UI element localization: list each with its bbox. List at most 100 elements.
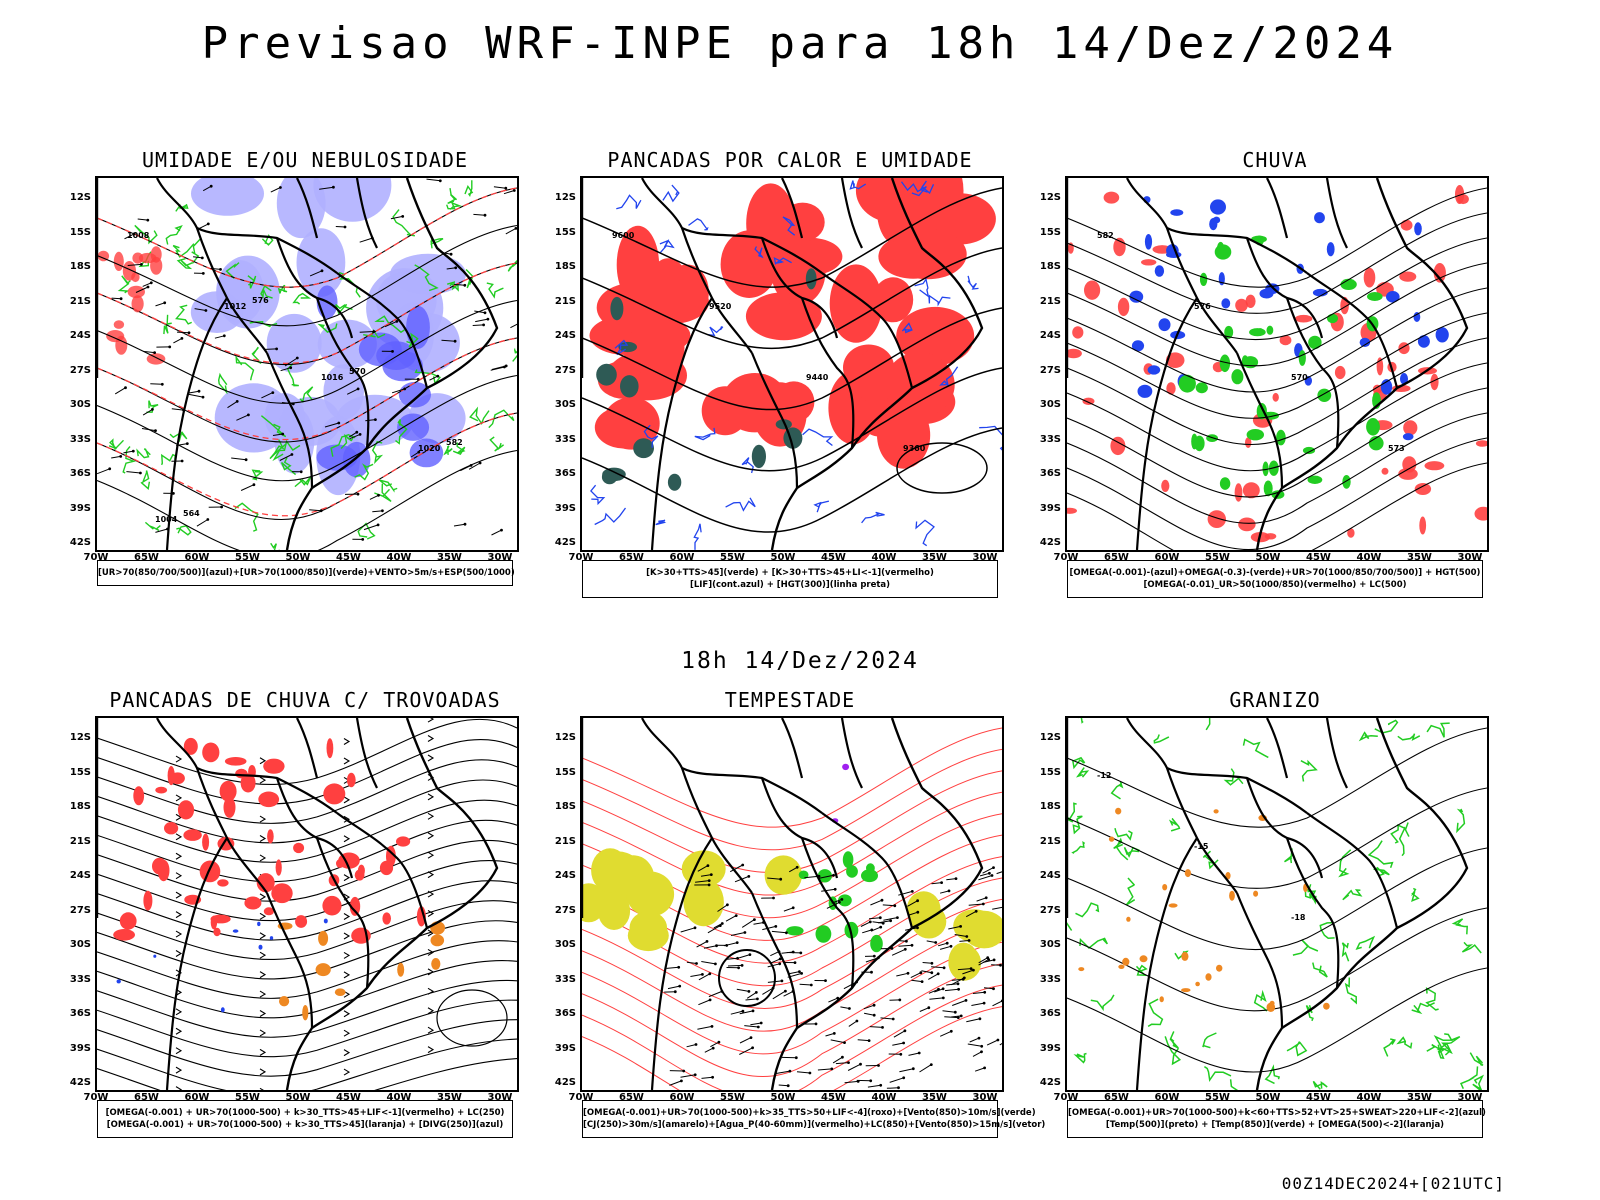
humidity-low-levels-line bbox=[191, 237, 202, 264]
longitude-label: 40W bbox=[871, 552, 897, 563]
omega-blue-blob bbox=[1137, 384, 1153, 398]
thunder-red-blob bbox=[155, 786, 168, 794]
jet-yellow-east-blob bbox=[962, 910, 1002, 949]
streamline-arrow bbox=[175, 755, 183, 763]
wind-vector bbox=[738, 954, 751, 959]
wind-vector bbox=[701, 1076, 713, 1079]
political-border bbox=[315, 837, 370, 989]
latitude-label: 15S bbox=[1039, 766, 1061, 778]
temp850-green-line bbox=[1079, 937, 1108, 950]
political-border bbox=[1285, 837, 1340, 989]
lc850-red-contour bbox=[582, 770, 1002, 873]
isobars-contour bbox=[97, 449, 517, 550]
wind-vector bbox=[231, 457, 247, 461]
streamline-arrow bbox=[175, 930, 183, 938]
coastline-borders bbox=[582, 718, 984, 1090]
wind-vector bbox=[346, 388, 359, 395]
wind-vector bbox=[992, 906, 1002, 910]
streamline-arrow bbox=[259, 990, 267, 998]
wind-vector-head bbox=[197, 389, 201, 393]
political-border bbox=[1266, 178, 1348, 249]
wind-vector bbox=[680, 1074, 696, 1078]
thickness-red-blob bbox=[97, 250, 110, 262]
temp850-green-line bbox=[1168, 818, 1181, 832]
panel-1-map-svg: 1008 1012 1016 1020 1004 576 570 582 564 bbox=[97, 178, 517, 550]
latitude-label: 36S bbox=[1039, 1008, 1061, 1019]
thickness-red-blob bbox=[122, 261, 136, 281]
lifted-index-blue-line bbox=[659, 239, 675, 254]
streamline-arrow bbox=[427, 1026, 435, 1034]
longitude-label: 60W bbox=[669, 1092, 695, 1103]
hgt500-contour bbox=[1067, 212, 1487, 314]
lifted-index-blue-line bbox=[590, 484, 606, 506]
coastline-borders bbox=[1067, 718, 1469, 1090]
wind-vector bbox=[966, 1018, 981, 1023]
wind-vector-head bbox=[945, 941, 949, 945]
wind-vector-head bbox=[859, 1062, 862, 1066]
omega-green-blob bbox=[1178, 374, 1196, 393]
streamline-arrow bbox=[175, 1008, 183, 1016]
wind-vector-head bbox=[146, 218, 150, 222]
humidity-low-levels-line bbox=[512, 347, 517, 362]
thunder-orange-blob bbox=[302, 1005, 309, 1021]
wind-vector bbox=[697, 865, 709, 872]
wind-vector bbox=[730, 932, 746, 936]
humidity-low-levels bbox=[108, 180, 517, 550]
wind850-green-blob bbox=[786, 926, 804, 936]
thunder-red-blob bbox=[354, 869, 365, 881]
thunder-red-blob bbox=[336, 859, 344, 868]
wind-vector bbox=[929, 997, 944, 1000]
omega-green-blob bbox=[1242, 356, 1259, 369]
humidity-low-levels-line bbox=[270, 542, 280, 550]
latitude-label: 39S bbox=[1039, 1042, 1061, 1054]
latitude-label: 12S bbox=[554, 192, 576, 203]
hgt500-contour bbox=[1067, 187, 1487, 288]
rain-red-blob bbox=[1067, 348, 1082, 359]
jet-yellow-blob bbox=[597, 892, 631, 930]
wind-vector bbox=[891, 948, 906, 956]
longitude-label: 40W bbox=[871, 1092, 897, 1103]
streamline bbox=[97, 940, 517, 999]
political-border bbox=[781, 718, 863, 789]
humidity-mid-levels bbox=[316, 285, 444, 478]
wind-vector bbox=[454, 283, 465, 286]
pressure-labels: 1008 1012 1016 1020 1004 576 570 582 564 bbox=[127, 231, 463, 524]
temp850-green-line bbox=[1075, 902, 1100, 918]
streamline-arrow bbox=[343, 971, 351, 979]
instability-teal-blob bbox=[633, 438, 654, 459]
temp850-green-line bbox=[1169, 1031, 1179, 1049]
rain-red-blob bbox=[1103, 191, 1120, 204]
wind-vector bbox=[946, 983, 959, 986]
streamline bbox=[97, 1038, 517, 1090]
streamline-arrow bbox=[343, 932, 351, 940]
wind-vector bbox=[771, 930, 787, 934]
wind-vector bbox=[713, 923, 723, 929]
latitude-label: 39S bbox=[1039, 502, 1061, 514]
thunder-red-blob bbox=[183, 737, 198, 755]
omega-green-blob bbox=[1194, 435, 1205, 452]
wind850-green-blob bbox=[815, 925, 832, 943]
longitude-label: 65W bbox=[619, 1092, 644, 1103]
wind-vector bbox=[992, 1000, 1002, 1007]
rain-red-blob bbox=[1279, 335, 1292, 346]
omega-green-blob bbox=[1263, 480, 1273, 497]
streamline-arrow bbox=[175, 950, 183, 957]
humidity-low-levels-line bbox=[176, 525, 192, 536]
thunder-red-blob bbox=[293, 842, 305, 854]
wind-vector bbox=[825, 1032, 835, 1037]
wind-vector bbox=[214, 335, 225, 339]
jet-yellow-blob bbox=[629, 911, 668, 945]
temp850-green-line bbox=[1460, 1066, 1479, 1090]
wind-vector-head bbox=[695, 962, 698, 965]
wind-vector-head bbox=[741, 863, 745, 867]
wind-vector-head bbox=[942, 966, 946, 970]
wind-vector bbox=[863, 1004, 875, 1010]
temp850-green-line bbox=[1284, 848, 1293, 864]
wind-vector-head bbox=[381, 509, 384, 513]
wind-vector-head bbox=[949, 944, 953, 948]
wind-vector-head bbox=[504, 186, 508, 190]
streamline-arrow bbox=[259, 893, 267, 901]
wind-vector bbox=[967, 1043, 982, 1047]
temp850-green-line bbox=[1358, 731, 1378, 742]
wind-vector-head bbox=[941, 987, 945, 991]
